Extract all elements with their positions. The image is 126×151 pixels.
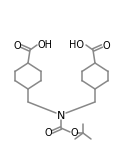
Text: O: O bbox=[70, 128, 78, 138]
Text: O: O bbox=[102, 41, 110, 51]
Text: O: O bbox=[13, 41, 21, 51]
Text: OH: OH bbox=[38, 40, 53, 50]
Text: O: O bbox=[44, 128, 52, 138]
Text: HO: HO bbox=[70, 40, 85, 50]
Text: N: N bbox=[57, 111, 65, 121]
